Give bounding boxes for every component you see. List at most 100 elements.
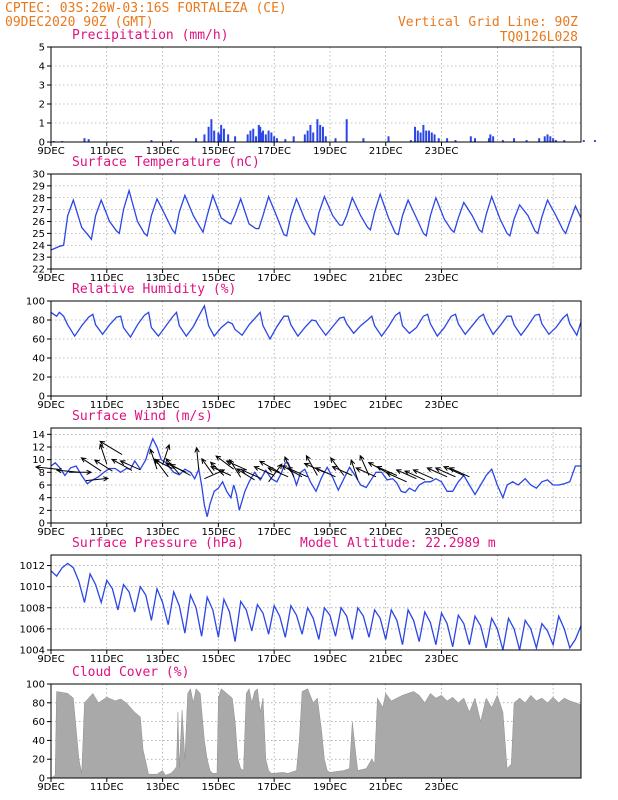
precip-bar: [257, 124, 260, 142]
precip-bar: [218, 134, 221, 142]
precip-bar: [234, 136, 237, 142]
press-panel: Surface Pressure (hPa) Model Altitude: 22…: [20, 536, 582, 665]
wind-arrow: [253, 466, 275, 476]
wind-arrow: [215, 455, 234, 470]
wind-arrow: [286, 467, 308, 478]
precip-bar: [246, 134, 249, 142]
precip-bar: [83, 138, 86, 142]
temp-ytick-label: 25: [32, 229, 45, 240]
header-grid-note: Vertical Grid Line: 90Z: [398, 15, 578, 30]
press-ytick-label: 1010: [20, 582, 45, 593]
wind-arrow: [395, 469, 417, 480]
temp-ytick-label: 23: [32, 253, 45, 264]
precip-bar: [252, 128, 255, 142]
precip-bar: [414, 126, 417, 142]
cloud-xtick-label: 9DEC: [37, 782, 64, 793]
temp-ytick-label: 27: [32, 205, 45, 216]
wind-ytick-label: 2: [39, 506, 45, 517]
rh-xtick-label: 11DEC: [90, 400, 124, 411]
cloud-title: Cloud Cover (%): [72, 665, 189, 680]
precip-bar: [227, 134, 230, 142]
wind-xtick-label: 9DEC: [37, 527, 64, 538]
wind-arrow: [236, 468, 255, 481]
press-title: Surface Pressure (hPa): [72, 536, 244, 551]
wind-arrow: [305, 454, 318, 476]
wind-arrow: [119, 460, 141, 471]
wind-arrow: [258, 460, 280, 473]
wind-arrow: [93, 459, 113, 472]
precip-bar: [316, 119, 319, 142]
precip-bar: [220, 124, 223, 142]
precip-bar: [416, 130, 419, 142]
precip-ytick-label: 5: [39, 43, 45, 54]
precip-bar: [552, 138, 555, 142]
press-xtick-label: 15DEC: [202, 654, 236, 665]
cloud-area: [50, 688, 582, 779]
temp-title: Surface Temperature (nC): [72, 155, 260, 170]
rh-xtick-label: 19DEC: [313, 400, 347, 411]
rh-ytick-label: 40: [32, 354, 45, 365]
wind-arrow: [99, 440, 123, 456]
cloud-xtick-label: 23DEC: [425, 782, 459, 793]
precip-xtick-label: 15DEC: [202, 146, 236, 157]
precip-bar: [538, 138, 541, 142]
precip-bar: [425, 130, 428, 142]
wind-arrow: [442, 466, 465, 476]
precip-ytick-label: 0: [39, 138, 45, 149]
precip-bar: [222, 128, 225, 142]
press-xtick-label: 23DEC: [425, 654, 459, 665]
precip-bar: [487, 138, 490, 142]
temp-xtick-label: 11DEC: [90, 273, 124, 284]
precip-bar: [409, 140, 412, 142]
precip-bar: [489, 134, 492, 142]
precip-bar: [87, 139, 90, 142]
press-frame: [50, 554, 582, 651]
wind-xtick-label: 19DEC: [313, 527, 347, 538]
header-model-code: TQ0126L028: [500, 30, 578, 45]
precip-bar: [260, 132, 263, 142]
precip-bar: [207, 126, 210, 142]
wind-arrow: [350, 459, 359, 481]
precip-bar: [345, 119, 348, 142]
temp-frame: [50, 173, 582, 270]
precip-bar: [255, 136, 258, 142]
cloud-ytick-label: 0: [39, 774, 45, 785]
wind-ytick-label: 8: [39, 468, 45, 479]
precip-xtick-label: 19DEC: [313, 146, 347, 157]
cloud-panel: Cloud Cover (%) 0 20 40 60 80 100 9DEC 11DEC 13DE…: [26, 665, 582, 793]
wind-arrow: [268, 463, 283, 483]
temp-xtick-label: 21DEC: [369, 273, 403, 284]
wind-arrow: [194, 446, 200, 470]
precip-bar: [422, 124, 425, 142]
cloud-xtick-label: 17DEC: [257, 782, 291, 793]
precip-bar: [264, 134, 267, 142]
press-xtick-label: 9DEC: [37, 654, 64, 665]
wind-xtick-label: 17DEC: [257, 527, 291, 538]
precip-bar: [430, 132, 433, 142]
precip-xtick-label: 13DEC: [146, 146, 180, 157]
wind-xtick-label: 21DEC: [369, 527, 403, 538]
precip-xtick-label: 11DEC: [90, 146, 124, 157]
precip-bar: [213, 130, 216, 142]
wind-arrow: [385, 472, 407, 483]
wind-arrow: [240, 469, 262, 480]
temp-ytick-label: 28: [32, 193, 45, 204]
press-ytick-label: 1012: [20, 561, 45, 572]
precip-ytick-label: 4: [39, 62, 45, 73]
precip-xtick-label: 9DEC: [37, 146, 64, 157]
rh-ytick-label: 20: [32, 373, 45, 384]
temp-ytick-label: 24: [32, 241, 45, 252]
precip-bar: [169, 140, 172, 142]
precip-bar: [563, 140, 566, 142]
wind-ytick-label: 0: [39, 519, 45, 530]
wind-arrow: [34, 464, 59, 471]
cloud-ytick-label: 60: [32, 717, 45, 728]
temp-line: [50, 188, 582, 251]
wind-arrow: [229, 458, 242, 478]
wind-arrow: [55, 467, 79, 474]
precip-bar: [312, 132, 315, 142]
wind-arrow: [80, 457, 102, 472]
precip-bar: [593, 140, 596, 142]
precip-bar: [217, 132, 220, 142]
